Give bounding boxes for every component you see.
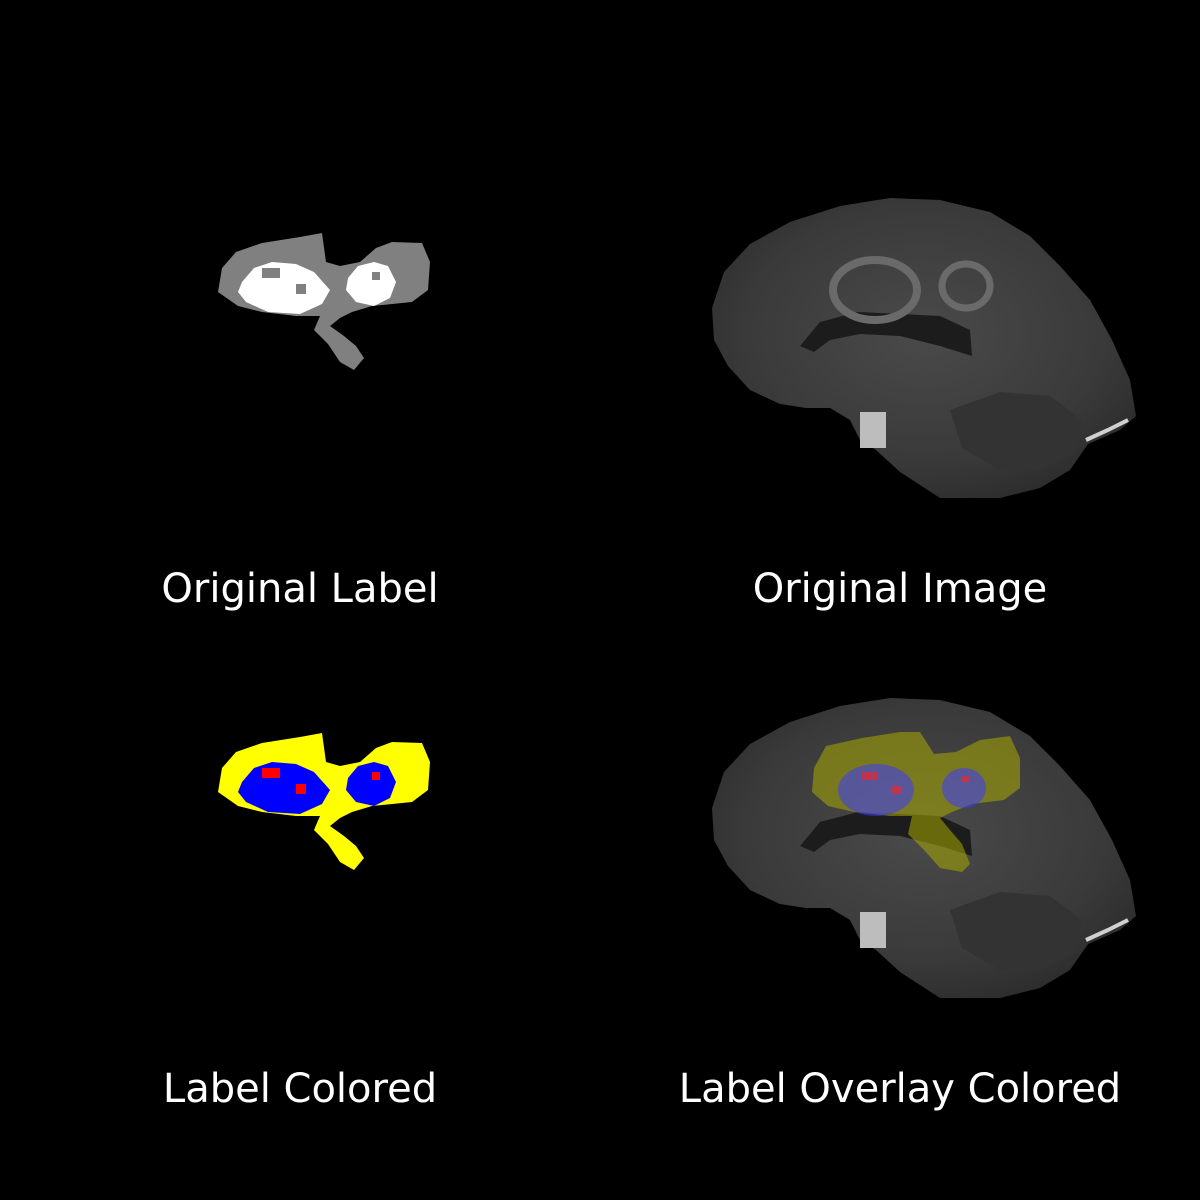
lesion-ring-left xyxy=(829,256,921,324)
colored-necrosis xyxy=(262,768,280,778)
lesion-ring-right xyxy=(938,260,994,312)
label-core-right xyxy=(346,262,396,306)
brainstem-bright xyxy=(860,912,886,948)
panel-title: Label Colored xyxy=(162,1066,438,1112)
label-hole xyxy=(262,268,280,278)
original-image-panel: Original Image xyxy=(600,0,1200,612)
cerebellum xyxy=(950,892,1082,970)
corpus-callosum xyxy=(800,312,972,356)
brainstem-bright xyxy=(860,412,886,448)
cerebellum xyxy=(950,392,1082,470)
overlay-necrosis xyxy=(892,786,902,794)
label-overlay-image xyxy=(712,698,1136,998)
overlay-necrosis xyxy=(862,772,878,780)
overlay-core-left xyxy=(838,764,914,816)
original-label-image xyxy=(218,233,430,370)
colored-necrosis xyxy=(296,784,306,794)
panel-title: Original Label xyxy=(161,566,439,612)
label-colored-image xyxy=(218,733,430,870)
label-hole xyxy=(296,284,306,294)
label-overlay-panel: Label Overlay Colored xyxy=(600,500,1200,1112)
colored-necrosis xyxy=(372,772,380,780)
colored-core-left xyxy=(238,762,330,814)
overlay-necrosis xyxy=(962,776,970,782)
label-hole xyxy=(372,272,380,280)
label-colored-panel: Label Colored xyxy=(0,500,600,1112)
original-label-panel: Original Label xyxy=(0,0,600,612)
panel-title: Original Image xyxy=(752,566,1048,612)
panel-title: Label Overlay Colored xyxy=(678,1066,1122,1112)
skull-streak xyxy=(1085,918,1129,942)
overlay-core-right xyxy=(942,768,986,808)
skull-streak xyxy=(1085,418,1129,442)
label-core-left xyxy=(238,262,330,314)
original-mri-image xyxy=(712,198,1136,498)
colored-core-right xyxy=(346,762,396,806)
